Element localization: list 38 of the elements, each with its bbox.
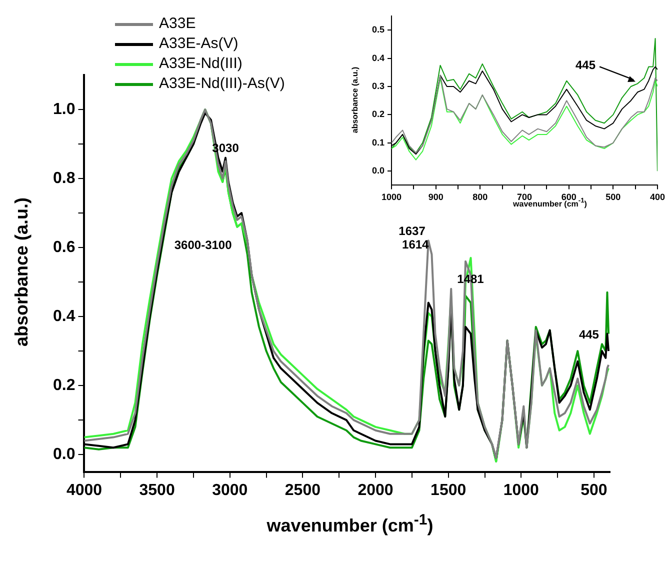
y-tick-label: 0.6 [52, 238, 76, 256]
annotation: 445 [578, 327, 600, 342]
y-axis-title: absorbance (a.u.) [350, 66, 360, 134]
x-axis-title: wavenumber (cm$^{-1}$) [266, 512, 434, 536]
x-tick-label: 800 [472, 192, 488, 202]
x-tick-label: 2500 [284, 482, 321, 499]
x-tick-label: 3000 [212, 482, 248, 499]
y-tick-label: 0.5 [372, 24, 385, 35]
x-tick-label: 3500 [139, 482, 175, 499]
x-tick-label: 1000 [503, 482, 540, 499]
legend-label: A33E [159, 14, 196, 34]
y-tick-label: 0.1 [372, 137, 385, 148]
legend-label: A33E-Nd(III)-As(V) [159, 74, 285, 94]
x-tick-label: 700 [516, 192, 532, 202]
y-tick-label: 0.2 [372, 109, 385, 120]
annotation: 1637 [398, 224, 426, 238]
annotation: 445 [576, 58, 596, 72]
x-tick-label: 500 [606, 192, 621, 202]
y-tick-label: 0.0 [52, 446, 76, 463]
y-tick-label: 0.3 [372, 80, 385, 91]
x-tick-label: 400 [650, 192, 666, 202]
y-tick-label: 1.0 [52, 100, 76, 118]
x-tick-label: 1500 [430, 482, 466, 499]
x-tick-label: 2000 [358, 482, 394, 499]
x-tick-label: 1000 [381, 192, 402, 202]
y-axis-title: absorbance (a.u.) [12, 197, 32, 347]
y-tick-label: 0.4 [372, 52, 385, 63]
y-tick-label: 0.4 [52, 308, 76, 325]
legend-label: A33E-As(V) [159, 34, 238, 54]
y-tick-label: 0.8 [52, 170, 76, 187]
x-tick-label: 900 [428, 192, 444, 202]
y-tick-label: 0.0 [372, 166, 385, 176]
x-tick-label: 4000 [66, 482, 102, 499]
y-tick-label: 0.2 [52, 376, 76, 394]
annotation: 3600-3100 [174, 238, 232, 252]
annotation: 1614 [402, 238, 430, 252]
legend-label: A33E-Nd(III) [159, 54, 242, 74]
x-tick-label: 500 [580, 482, 608, 499]
